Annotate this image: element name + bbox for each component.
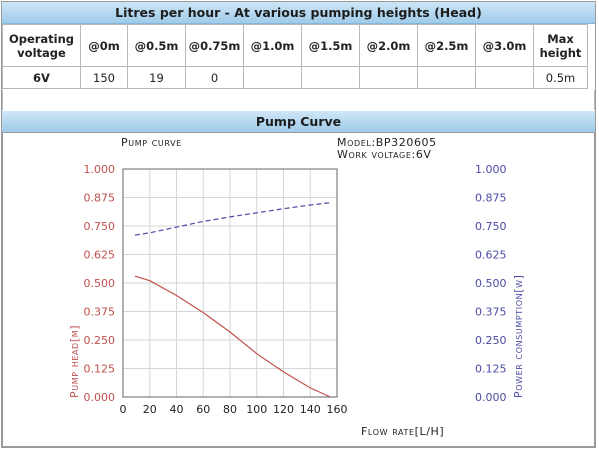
y-tick-label-right: 0.500 <box>475 277 507 290</box>
header-head-1-5m: @1.5m <box>301 24 360 67</box>
x-axis-label: Flow rate[L/H] <box>361 425 444 438</box>
table-row: 6V 150 19 0 0.5m <box>2 66 588 89</box>
y-tick-label-right: 0.125 <box>475 363 507 376</box>
cell-flow-0m: 150 <box>80 66 128 89</box>
power-consumption-line <box>134 202 331 236</box>
x-tick-label: 20 <box>143 403 157 416</box>
y-tick-label-left: 0.625 <box>84 249 116 262</box>
y-tick-label-left: 0.375 <box>84 306 116 319</box>
y-tick-label-left: 0.750 <box>84 220 116 233</box>
y-ticks-right: 0.000 0.125 0.250 0.375 0.500 0.625 0.750 0.875… <box>475 163 507 404</box>
y-tick-label-right: 0.250 <box>475 334 507 347</box>
y-tick-label-left: 0.875 <box>84 192 116 205</box>
x-tick-label: 60 <box>196 403 210 416</box>
x-tick-label: 140 <box>300 403 321 416</box>
chart-panel: 0.000 0.125 0.250 0.375 0.500 0.625 0.750 0.875… <box>2 132 595 447</box>
y-tick-label-left: 0.500 <box>84 277 116 290</box>
header-head-1-0m: @1.0m <box>243 24 302 67</box>
cell-flow-2-0m <box>359 66 418 89</box>
x-tick-label: 160 <box>327 403 348 416</box>
header-head-2-5m: @2.5m <box>417 24 476 67</box>
y-tick-label-right: 0.375 <box>475 306 507 319</box>
table-title: Litres per hour - At various pumping hei… <box>2 2 595 24</box>
y-ticks-left: 0.000 0.125 0.250 0.375 0.500 0.625 0.750 0.875… <box>84 163 116 404</box>
cell-flow-1-0m <box>243 66 302 89</box>
header-head-0-75m: @0.75m <box>185 24 244 67</box>
header-max-height: Max height <box>533 24 588 67</box>
cell-flow-1-5m <box>301 66 360 89</box>
plot-frame <box>122 168 338 398</box>
cell-flow-0-75m: 0 <box>185 66 244 89</box>
cell-voltage: 6V <box>2 66 81 89</box>
x-tick-label: 100 <box>246 403 267 416</box>
y-tick-label-left: 1.000 <box>84 163 116 176</box>
y-tick-label-right: 0.000 <box>475 391 507 404</box>
flow-table: Operating voltage @0m @0.5m @0.75m @1.0m… <box>2 24 588 89</box>
header-head-2-0m: @2.0m <box>359 24 418 67</box>
y-tick-label-right: 0.875 <box>475 192 507 205</box>
y-tick-label-left: 0.125 <box>84 363 116 376</box>
series-layer <box>134 202 331 398</box>
cell-flow-2-5m <box>417 66 476 89</box>
x-tick-label: 40 <box>170 403 184 416</box>
x-ticks: 0 20 40 60 80 100 120 140 160 <box>120 403 348 416</box>
cell-flow-3-0m <box>475 66 534 89</box>
chart-title: Pump curve <box>121 136 182 149</box>
header-head-0-5m: @0.5m <box>127 24 186 67</box>
y-tick-label-left: 0.000 <box>84 391 116 404</box>
pump-head-line <box>134 275 331 398</box>
y-tick-label-right: 0.625 <box>475 249 507 262</box>
chart-section-title: Pump Curve <box>2 111 595 133</box>
header-operating-voltage: Operating voltage <box>2 24 81 67</box>
header-row: Operating voltage @0m @0.5m @0.75m @1.0m… <box>2 24 588 67</box>
header-head-0m: @0m <box>80 24 128 67</box>
y-axis-label-left: Pump head[m] <box>68 325 81 398</box>
y-tick-label-right: 1.000 <box>475 163 507 176</box>
x-tick-label: 0 <box>120 403 127 416</box>
spacer-row <box>2 90 595 110</box>
cell-max-height: 0.5m <box>533 66 588 89</box>
y-tick-label-left: 0.250 <box>84 334 116 347</box>
x-tick-label: 120 <box>273 403 294 416</box>
pump-curve-chart: 0.000 0.125 0.250 0.375 0.500 0.625 0.750 0.875… <box>68 136 525 438</box>
cell-flow-0-5m: 19 <box>127 66 186 89</box>
x-tick-label: 80 <box>223 403 237 416</box>
model-label: Model:BP320605 <box>337 136 437 149</box>
voltage-label: Work voltage:6V <box>337 148 432 161</box>
grid <box>123 169 337 397</box>
header-head-3-0m: @3.0m <box>475 24 534 67</box>
y-tick-label-right: 0.750 <box>475 220 507 233</box>
y-axis-label-right: Power consumption[w] <box>512 275 525 399</box>
